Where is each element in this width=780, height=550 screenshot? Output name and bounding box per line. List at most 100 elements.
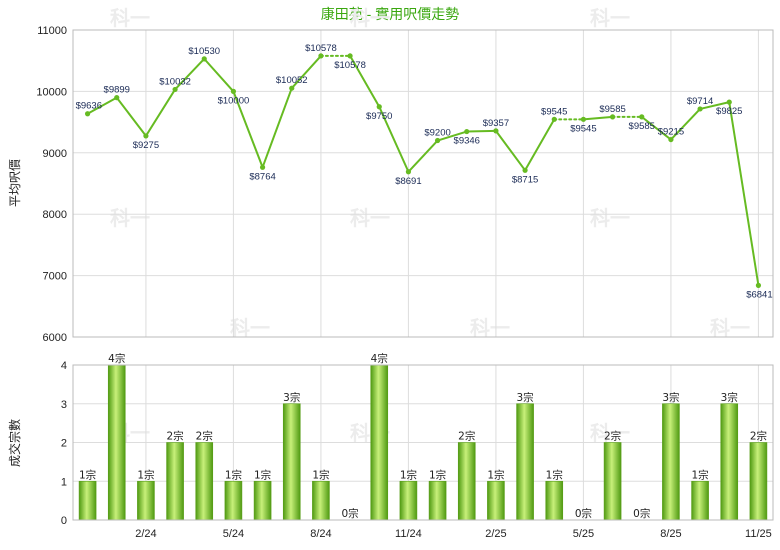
bar [253, 480, 272, 521]
bar-data-label: 0宗 [633, 507, 650, 520]
bar [312, 480, 330, 521]
line-point [434, 137, 441, 144]
line-point [639, 114, 645, 120]
bar-data-label: 4宗 [108, 352, 125, 365]
line-data-label: $9899 [104, 85, 130, 96]
bar-y-axis-label: 成交宗數 [7, 419, 22, 467]
bar [487, 480, 505, 521]
line-plot-frame [72, 29, 774, 338]
line-point [464, 128, 470, 135]
watermark-text: 科一 [230, 316, 270, 340]
line-y-tick-label: 7000 [43, 271, 67, 283]
bar-data-label: 0宗 [341, 507, 358, 520]
line-data-label: $9585 [599, 104, 625, 115]
line-point [84, 111, 91, 117]
x-tick-label: 8/25 [660, 528, 681, 540]
bar-y-tick-label: 4 [61, 360, 67, 372]
line-point [551, 116, 557, 122]
watermark-text: 科一 [590, 421, 630, 445]
line-segment [232, 90, 264, 169]
chart-title: 康田苑 - 實用呎價走勢 [320, 6, 460, 22]
line-y-tick-label: 11000 [37, 25, 67, 37]
line-data-label: $9346 [454, 136, 480, 147]
bar [399, 480, 418, 521]
bar-data-label: 1宗 [225, 468, 242, 481]
line-segment [582, 115, 614, 121]
bar-data-label: 3宗 [283, 391, 300, 404]
line-data-label: $9636 [76, 101, 102, 112]
watermark-text: 科一 [470, 316, 510, 340]
line-point [289, 85, 295, 91]
line-point [609, 114, 616, 120]
x-tick-label: 2/25 [485, 528, 506, 540]
bar [195, 442, 214, 521]
bar-data-label: 3宗 [662, 391, 679, 404]
bar-data-label: 1宗 [487, 468, 504, 481]
line-y-tick-label: 6000 [43, 332, 67, 344]
line-point [347, 53, 353, 59]
line-y-tick-label: 8000 [43, 209, 67, 221]
line-point [172, 86, 178, 93]
bar-y-tick-label: 0 [61, 515, 67, 527]
bar-data-label: 3宗 [516, 391, 533, 404]
line-segment [407, 139, 439, 173]
line-data-label: $9825 [716, 106, 742, 117]
line-data-label: $10032 [159, 76, 191, 87]
line-point [580, 116, 587, 122]
bar-data-label: 4宗 [371, 352, 388, 365]
x-tick-label: 11/25 [745, 528, 772, 540]
watermark-text: 科一 [710, 316, 750, 340]
bar-data-label: 0宗 [575, 507, 592, 520]
bar-series: 1宗 4宗 1宗 2宗 2宗 1宗 1宗 3宗 1宗 0宗 4宗 1宗 1宗 2宗 1宗 3宗 1宗 0宗 2宗 0宗… [78, 352, 768, 521]
bar [603, 442, 622, 521]
bar-y-tick-label: 2 [61, 438, 67, 450]
line-data-label: $10578 [334, 60, 366, 71]
bar [516, 403, 534, 521]
line-segment [290, 54, 322, 90]
line-segment [728, 101, 760, 287]
line-point [259, 164, 266, 170]
line-y-axis-label: 平均呎價 [8, 159, 22, 207]
line-segment [669, 107, 702, 141]
line-data-label: $8764 [249, 171, 275, 182]
line-data-label: $8715 [512, 174, 538, 185]
line-segment [203, 57, 235, 93]
bar-data-label: 1宗 [429, 468, 446, 481]
bar-data-label: 1宗 [691, 468, 708, 481]
line-segment [640, 115, 672, 141]
line-data-label: $9545 [570, 123, 596, 134]
bar [166, 442, 184, 521]
line-data-label: $10000 [218, 95, 250, 106]
line-data-label: $9357 [483, 118, 509, 129]
bar-data-label: 2宗 [604, 430, 621, 443]
line-segment [494, 129, 527, 172]
line-segment [699, 101, 731, 110]
watermark-text: 科一 [350, 6, 390, 30]
bar-data-label: 1宗 [254, 468, 271, 481]
line-data-label: $9215 [658, 127, 684, 138]
line-point [755, 282, 762, 288]
bar-data-label: 1宗 [312, 468, 329, 481]
line-data-label: $9714 [687, 96, 713, 107]
line-segment [378, 105, 410, 173]
line-segment [436, 130, 468, 142]
line-segment [465, 129, 497, 133]
line-y-tick-label: 10000 [36, 86, 67, 98]
bar-data-label: 1宗 [137, 468, 154, 481]
line-point [376, 104, 382, 110]
bar [282, 403, 301, 521]
bar-data-label: 1宗 [79, 468, 96, 481]
line-data-label: $10052 [276, 75, 308, 86]
line-data-label: $6841 [746, 289, 772, 300]
bar-plot-frame [72, 364, 774, 521]
line-data-label: $10530 [188, 46, 220, 57]
bar [749, 442, 768, 521]
line-data-label: $9545 [541, 106, 567, 117]
watermark-text: 科一 [110, 6, 150, 30]
watermark-text: 科一 [590, 6, 630, 30]
line-segment [524, 118, 556, 172]
line-point [201, 56, 207, 62]
line-segment [144, 88, 177, 137]
